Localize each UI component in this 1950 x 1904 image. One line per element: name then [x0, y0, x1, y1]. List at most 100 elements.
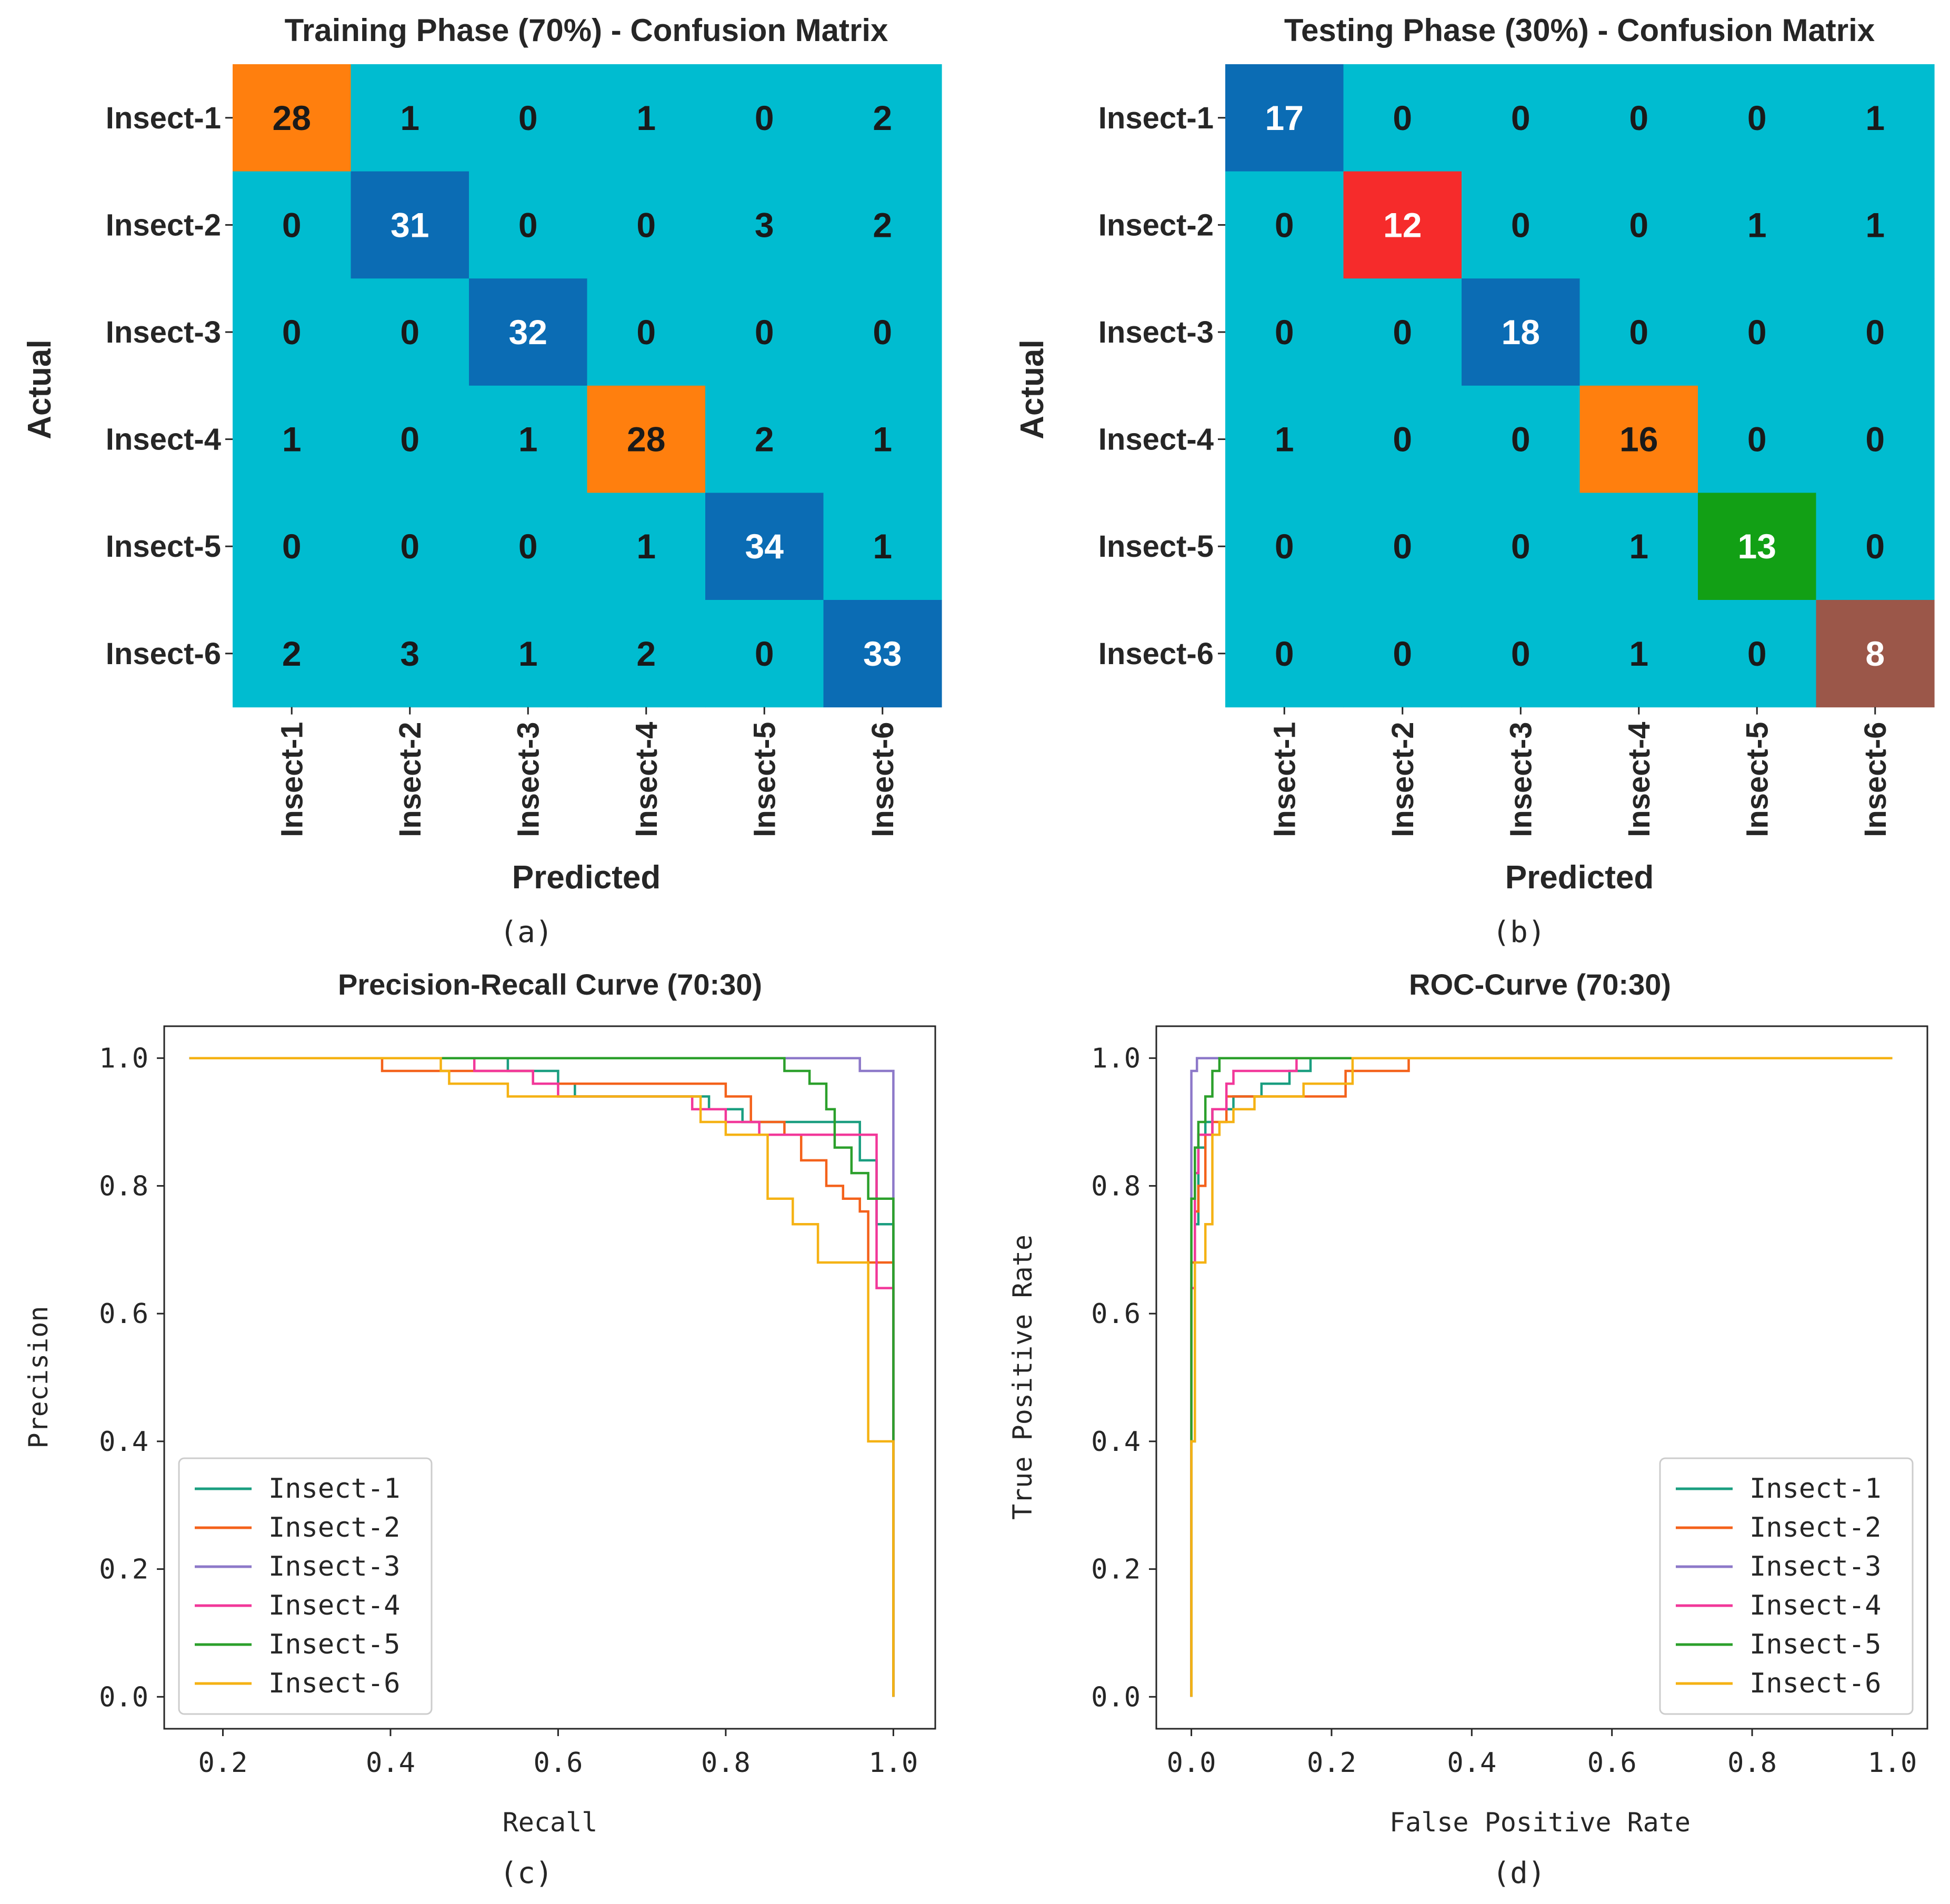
- cm-cell-rect: [1816, 600, 1935, 708]
- cm-cell: 0: [705, 600, 824, 708]
- panel-a-cells: 28 1 0 1 0 20 31 0 0 3 20 0 32 0 0 01 0 1 28 2 10 0 0 1 34 12 3 1 2 0…: [233, 64, 942, 708]
- cm-cell: 1: [1579, 600, 1698, 708]
- cm-cell: 18: [1462, 278, 1581, 386]
- cm-cell-rect: [823, 385, 942, 493]
- y-tick-label: Insect-2: [106, 208, 221, 242]
- cm-cell: 0: [1225, 278, 1344, 386]
- series-line-6: [189, 1057, 895, 1697]
- cm-cell-value: 0: [1275, 205, 1294, 244]
- cm-cell: 1: [469, 600, 588, 708]
- cm-cell-value: 0: [1511, 98, 1531, 137]
- cm-cell-value: 0: [1747, 98, 1767, 137]
- x-tick-label: Insect-5: [747, 722, 782, 837]
- cm-cell: 1: [233, 385, 352, 493]
- legend-entry: Insect-3: [195, 1551, 400, 1582]
- cm-cell-value: 1: [1275, 420, 1294, 459]
- cm-cell-rect: [1579, 64, 1698, 172]
- cm-cell-value: 0: [1393, 634, 1412, 673]
- panel-d-legend: Insect-1 Insect-2 Insect-3 Insect-4 Insect-5…: [1659, 1457, 1914, 1715]
- cm-cell-value: 18: [1502, 313, 1540, 352]
- legend-label: Insect-4: [268, 1590, 400, 1621]
- cm-cell: 0: [1343, 64, 1462, 172]
- cm-cell-value: 33: [863, 634, 902, 673]
- panel-c-title: Precision-Recall Curve (70:30): [338, 968, 762, 1001]
- cm-cell-value: 2: [873, 205, 892, 244]
- cm-cell: 0: [1462, 171, 1581, 279]
- x-tick-label: Insect-4: [629, 722, 664, 837]
- cm-cell-value: 28: [627, 420, 665, 459]
- panel-d-lines: [1190, 1057, 1893, 1697]
- cm-cell-rect: [587, 278, 706, 386]
- cm-cell-value: 1: [1629, 527, 1648, 566]
- cm-cell-value: 0: [636, 205, 656, 244]
- cm-cell-value: 0: [1511, 420, 1531, 459]
- series-line-5: [189, 1057, 895, 1697]
- cm-cell-rect: [1462, 385, 1581, 493]
- x-tick-label: 0.8: [701, 1747, 751, 1779]
- legend-box: [1659, 1457, 1914, 1715]
- cm-cell-value: 31: [391, 205, 429, 244]
- cm-cell-rect: [1343, 600, 1462, 708]
- x-tick-label: Insect-3: [511, 722, 545, 837]
- cm-cell-rect: [469, 385, 588, 493]
- panel-b-x-ticks: Insect-1 Insect-2 Insect-3 Insect-4 Insect-5…: [1267, 707, 1893, 837]
- x-tick-label: 0.2: [198, 1747, 248, 1779]
- cm-cell-value: 1: [518, 420, 538, 459]
- cm-cell-value: 0: [1275, 313, 1294, 352]
- legend-entry: Insect-4: [1676, 1590, 1881, 1621]
- panel-b-xlabel: Predicted: [1505, 859, 1654, 896]
- cm-cell-value: 0: [1865, 420, 1885, 459]
- cm-cell-value: 3: [400, 634, 419, 673]
- panel-a-y-ticks: Insect-1 Insect-2 Insect-3 Insect-4 Insect-5…: [106, 101, 233, 671]
- cm-cell: 0: [1698, 385, 1817, 493]
- cm-cell-rect: [1343, 171, 1462, 279]
- cm-cell-value: 1: [1865, 205, 1885, 244]
- cm-cell-value: 1: [400, 98, 419, 137]
- cm-cell: 0: [1462, 64, 1581, 172]
- cm-cell-value: 0: [518, 98, 538, 137]
- cm-cell-rect: [1579, 600, 1698, 708]
- cm-cell-value: 16: [1619, 420, 1658, 459]
- series-line-5: [1190, 1057, 1893, 1697]
- cm-cell-value: 1: [1747, 205, 1767, 244]
- cm-cell-rect: [351, 600, 469, 708]
- cm-cell-rect: [1698, 64, 1817, 172]
- y-tick-label: 0.4: [1091, 1426, 1141, 1458]
- y-tick-label: 1.0: [1091, 1043, 1141, 1075]
- cm-cell-value: 0: [636, 313, 656, 352]
- cm-cell: 0: [1462, 600, 1581, 708]
- cm-cell-rect: [705, 171, 824, 279]
- cm-cell-rect: [351, 385, 469, 493]
- cm-cell-rect: [469, 64, 588, 172]
- cm-cell-rect: [1225, 493, 1344, 600]
- cm-cell-rect: [823, 171, 942, 279]
- x-tick-label: Insect-1: [1267, 722, 1302, 837]
- series-line-6: [1190, 1057, 1893, 1697]
- cm-cell: 0: [1579, 171, 1698, 279]
- series-line-4: [1190, 1057, 1893, 1697]
- cm-cell-value: 0: [755, 313, 774, 352]
- legend-label: Insect-1: [268, 1473, 400, 1505]
- y-tick-label: 0.0: [99, 1681, 148, 1713]
- legend-label: Insect-5: [268, 1629, 400, 1660]
- cm-cell-rect: [233, 493, 352, 600]
- cm-cell-value: 0: [518, 527, 538, 566]
- cm-cell-rect: [469, 493, 588, 600]
- cm-cell: 0: [1579, 64, 1698, 172]
- cm-cell-value: 0: [755, 98, 774, 137]
- cm-cell: 34: [705, 493, 824, 600]
- cm-cell-value: 2: [282, 634, 302, 673]
- panel-c-label: (c): [499, 1856, 553, 1890]
- cm-cell-rect: [1343, 64, 1462, 172]
- cm-cell-value: 0: [1511, 205, 1531, 244]
- cm-cell-rect: [587, 171, 706, 279]
- cm-cell: 0: [1462, 385, 1581, 493]
- panel-a-xlabel: Predicted: [512, 859, 661, 896]
- legend-label: Insect-4: [1749, 1590, 1881, 1621]
- cm-cell-value: 1: [1865, 98, 1885, 137]
- cm-cell-rect: [705, 64, 824, 172]
- cm-cell-rect: [1698, 171, 1817, 279]
- x-tick-label: 1.0: [1867, 1747, 1917, 1779]
- cm-cell: 2: [233, 600, 352, 708]
- cm-cell: 3: [351, 600, 469, 708]
